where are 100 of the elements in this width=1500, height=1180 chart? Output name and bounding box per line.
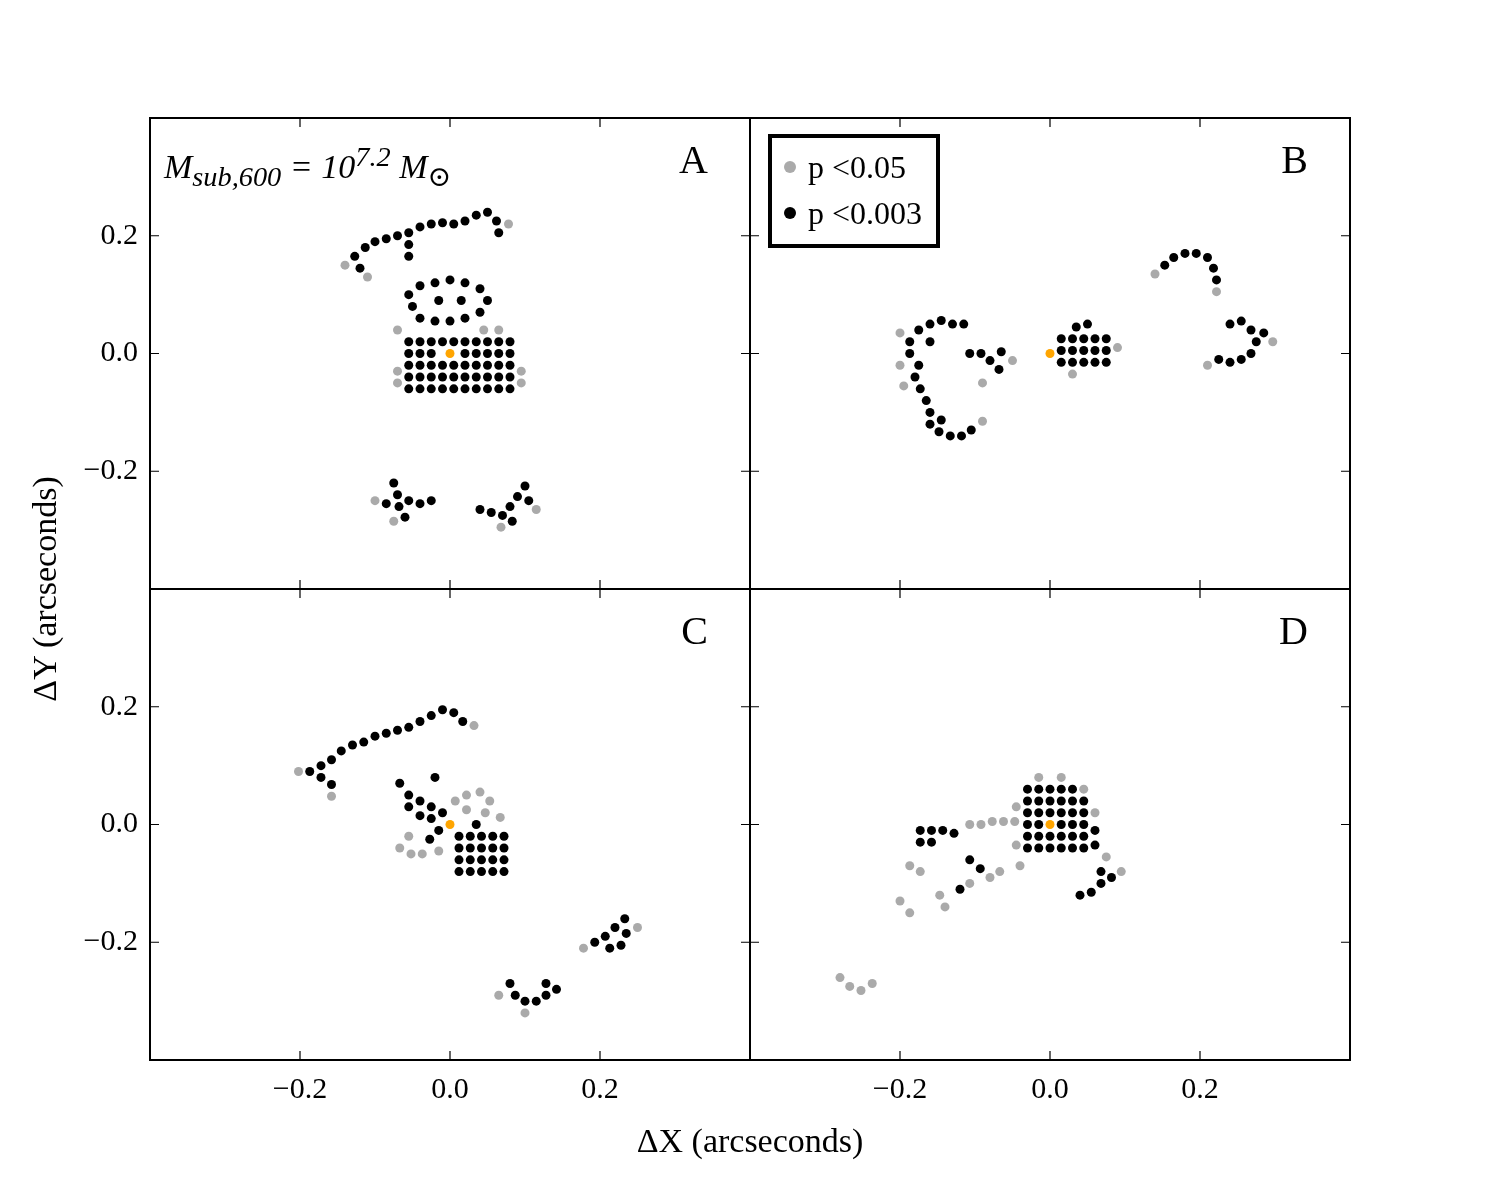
point	[1209, 263, 1218, 273]
annotation: D	[1279, 607, 1308, 655]
point	[1056, 357, 1066, 367]
point	[1034, 831, 1044, 841]
point	[955, 884, 965, 894]
point	[504, 219, 513, 229]
point	[976, 349, 986, 358]
point	[1169, 253, 1179, 263]
point	[1056, 346, 1066, 356]
point	[462, 805, 471, 815]
point	[996, 347, 1006, 357]
point	[927, 837, 936, 847]
point	[1191, 248, 1201, 258]
y-tick-label: 0.2	[100, 687, 138, 721]
point	[1259, 328, 1269, 338]
point	[1045, 820, 1055, 829]
legend-label: p <0.003	[808, 194, 923, 233]
point	[1116, 867, 1126, 877]
point	[445, 349, 455, 358]
point	[1079, 796, 1089, 806]
point	[1203, 253, 1212, 263]
point	[1090, 825, 1100, 835]
point	[475, 787, 485, 797]
point	[1079, 843, 1089, 853]
point	[393, 366, 402, 376]
point	[579, 943, 588, 953]
point	[957, 431, 966, 441]
point	[1034, 820, 1044, 829]
point	[1083, 319, 1092, 329]
point	[936, 415, 946, 425]
point	[1068, 357, 1077, 367]
point	[1090, 357, 1100, 367]
point	[895, 328, 905, 338]
point	[949, 828, 959, 838]
point	[1011, 840, 1021, 850]
point	[485, 796, 495, 806]
point	[393, 378, 402, 388]
point	[935, 890, 945, 900]
point	[985, 872, 995, 882]
point	[1096, 867, 1106, 877]
point	[899, 381, 909, 391]
point	[1011, 802, 1021, 812]
point	[1056, 772, 1066, 782]
point	[1150, 269, 1160, 279]
point	[1056, 334, 1066, 344]
point	[1101, 346, 1111, 356]
point	[404, 831, 414, 841]
point	[417, 849, 427, 859]
point	[294, 767, 303, 777]
point	[1236, 354, 1246, 364]
point	[1068, 820, 1077, 829]
point	[945, 431, 955, 441]
point	[1086, 887, 1096, 897]
point	[915, 867, 925, 877]
point	[1045, 843, 1055, 853]
point	[1075, 890, 1085, 900]
point	[905, 349, 915, 358]
x-tick-label: 0.2	[1181, 1070, 1219, 1104]
point	[1068, 808, 1077, 818]
point	[965, 878, 975, 888]
point	[1056, 820, 1066, 829]
point	[1212, 287, 1221, 297]
x-tick-label: 0.0	[431, 1070, 469, 1104]
point	[936, 316, 946, 326]
point	[393, 325, 402, 335]
point	[1101, 852, 1111, 862]
point	[496, 522, 506, 532]
point	[1045, 784, 1055, 794]
point	[1068, 369, 1077, 379]
point	[395, 843, 405, 853]
point	[1225, 319, 1235, 329]
point	[965, 820, 975, 829]
x-tick-label: −0.2	[272, 1070, 328, 1104]
y-tick-label: −0.2	[83, 923, 138, 957]
point	[925, 419, 935, 429]
point	[469, 721, 479, 731]
point	[1034, 784, 1044, 794]
point	[1101, 357, 1111, 367]
y-axis-title: ΔY (arcseconds)	[26, 476, 64, 702]
annotation: M$_{sub,600}$ = 10$^{7.2}$ M$_{⊙}$	[164, 140, 452, 195]
x-axis-title: ΔX (arcseconds)	[635, 1122, 865, 1160]
point	[1113, 343, 1122, 353]
point	[940, 902, 950, 912]
point	[1068, 831, 1077, 841]
point	[1079, 808, 1089, 818]
point	[987, 817, 997, 827]
point	[1034, 843, 1044, 853]
point	[1096, 878, 1106, 888]
x-tick-label: 0.2	[581, 1070, 619, 1104]
point	[975, 864, 985, 874]
point	[915, 825, 925, 835]
point	[1090, 346, 1100, 356]
point	[1236, 316, 1246, 326]
y-tick-label: 0.2	[100, 216, 138, 250]
point	[479, 325, 489, 335]
point	[1225, 357, 1235, 367]
point	[1079, 346, 1089, 356]
point	[1056, 796, 1066, 806]
point	[976, 820, 986, 829]
point	[1068, 784, 1077, 794]
